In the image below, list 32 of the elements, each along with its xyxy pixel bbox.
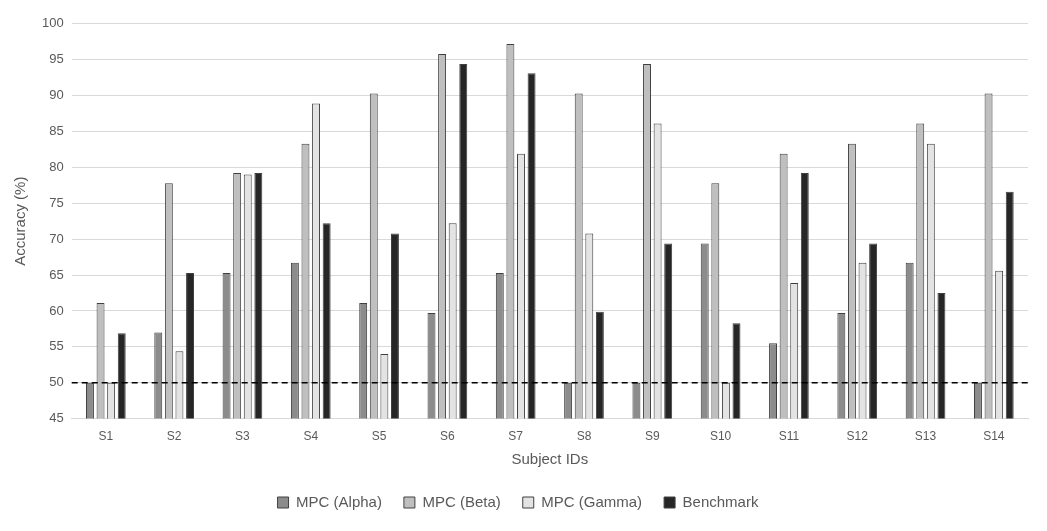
y-axis-title: Accuracy (%)	[11, 176, 29, 266]
x-tick-label: S7	[508, 429, 524, 444]
y-tick-label: 60	[49, 302, 64, 318]
y-tick-label: 85	[49, 123, 64, 139]
x-tick-label: S14	[983, 429, 1005, 444]
x-tick-label: S3	[235, 429, 251, 444]
x-tick-label: S10	[709, 429, 732, 444]
y-tick-label: 45	[49, 410, 64, 426]
x-tick-label: S4	[303, 429, 319, 444]
legend-label: Benchmark	[682, 492, 759, 510]
x-tick-label: S2	[166, 429, 182, 444]
legend-label: MPC (Beta)	[422, 492, 501, 510]
x-tick-label: S13	[914, 429, 937, 444]
y-tick-label: 50	[49, 374, 64, 390]
x-tick-label: S9	[644, 429, 660, 444]
x-tick-label: S8	[576, 429, 592, 444]
y-tick-label: 70	[49, 230, 64, 246]
legend-label: MPC (Alpha)	[296, 492, 382, 510]
y-tick-label: 100	[41, 15, 64, 31]
legend-label: MPC (Gamma)	[541, 492, 643, 510]
y-tick-label: 55	[49, 338, 64, 354]
x-tick-label: S5	[371, 429, 387, 444]
y-tick-label: 80	[49, 158, 64, 174]
y-tick-label: 95	[49, 51, 64, 67]
x-axis-title: Subject IDs	[511, 450, 589, 468]
y-tick-label: 90	[49, 87, 64, 103]
y-tick-label: 75	[49, 194, 64, 210]
x-tick-label: S12	[846, 429, 869, 444]
x-tick-label: S1	[98, 429, 114, 444]
y-tick-label: 65	[49, 266, 64, 282]
x-tick-label: S6	[440, 429, 456, 444]
x-tick-label: S11	[778, 429, 800, 444]
